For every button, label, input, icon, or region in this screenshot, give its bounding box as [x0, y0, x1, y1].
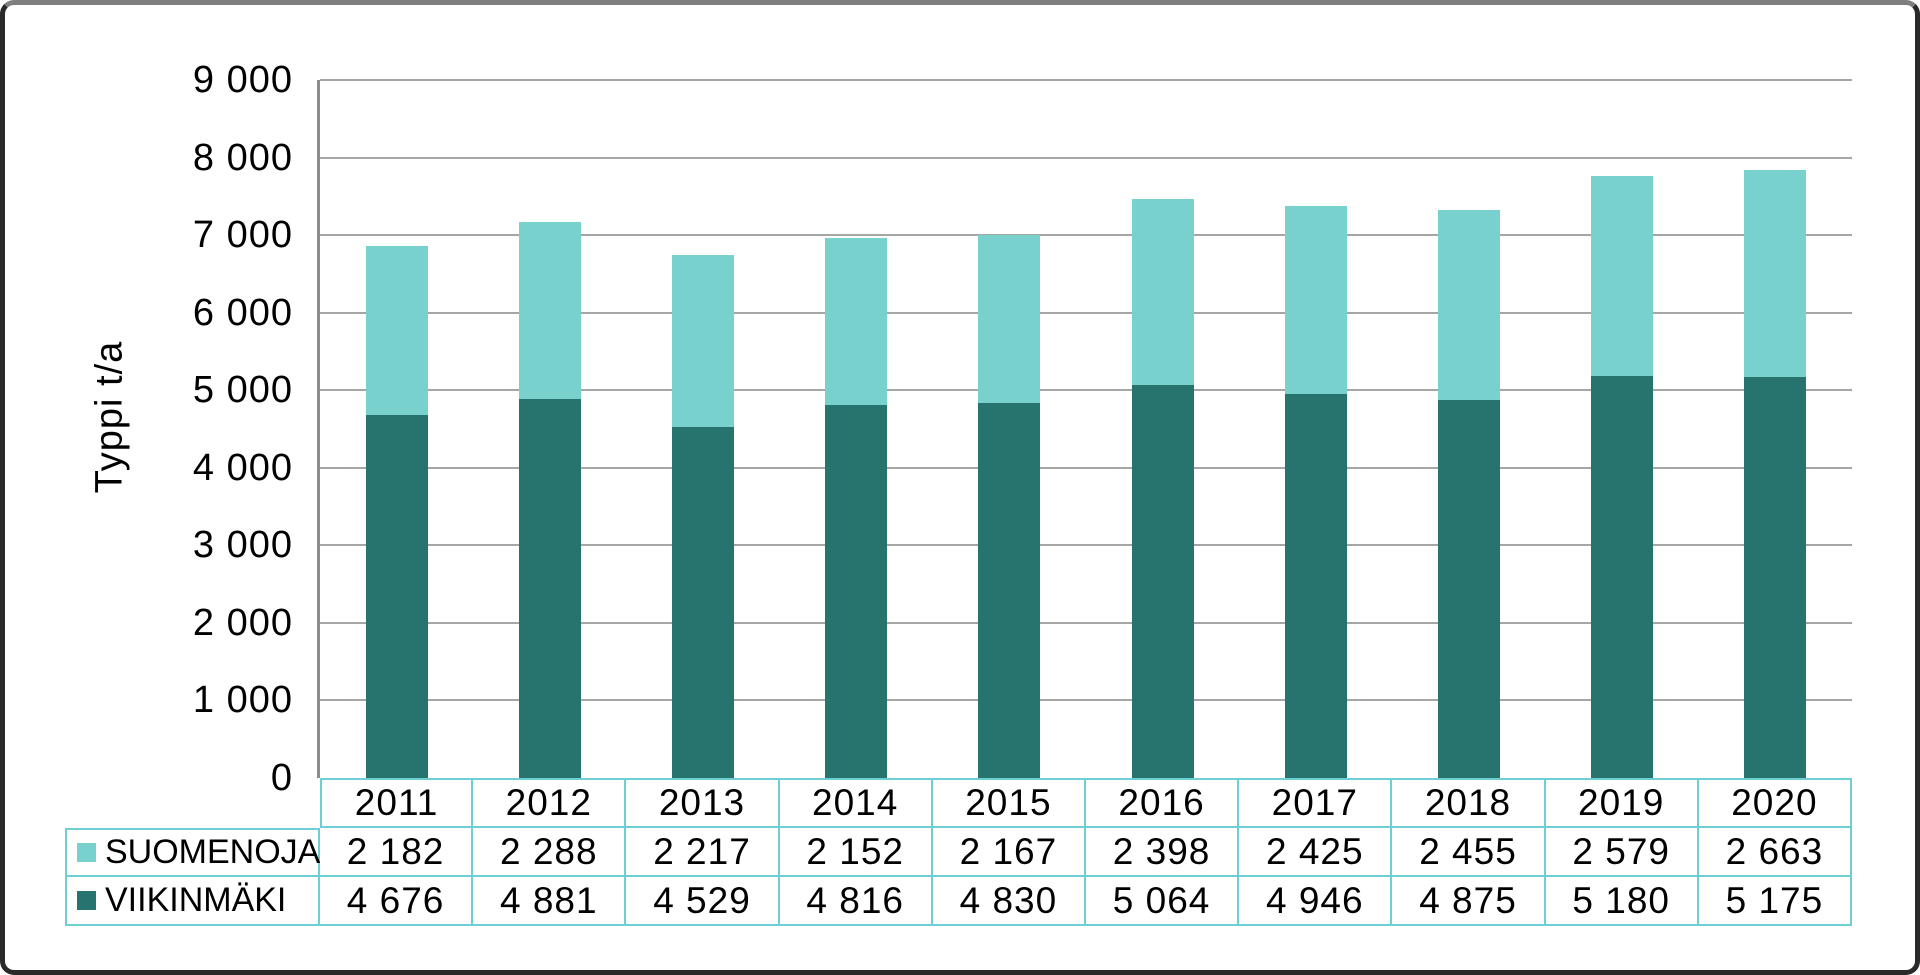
bar-segment-viikinmaki-2015 — [978, 403, 1041, 778]
value-viikinmaki-2011: 4 676 — [320, 877, 474, 926]
y-tick-label: 0 — [270, 757, 293, 799]
legend-series-name: SUOMENOJA — [105, 833, 321, 871]
year-header-2016: 2016 — [1085, 778, 1240, 828]
bar-segment-viikinmaki-2020 — [1744, 376, 1807, 778]
value-suomenoja-2020: 2 663 — [1698, 828, 1852, 877]
bar-segment-viikinmaki-2014 — [825, 404, 888, 778]
legend-suomenoja: SUOMENOJA — [65, 828, 320, 877]
value-viikinmaki-2020: 5 175 — [1698, 877, 1852, 926]
year-header-2020: 2020 — [1698, 778, 1852, 828]
y-tick-label: 2 000 — [192, 601, 293, 644]
bar-segment-suomenoja-2020 — [1744, 170, 1807, 377]
y-tick-label: 4 000 — [192, 446, 293, 489]
value-viikinmaki-2012: 4 881 — [473, 877, 627, 926]
legend-viikinmaki: VIIKINMÄKI — [65, 877, 320, 926]
legend-color-swatch-icon — [77, 891, 96, 910]
bar-segment-suomenoja-2014 — [825, 237, 888, 405]
gridline — [320, 699, 1852, 702]
bar-segment-suomenoja-2012 — [518, 222, 581, 400]
gridline — [320, 389, 1852, 392]
value-viikinmaki-2015: 4 830 — [932, 877, 1086, 926]
value-suomenoja-2016: 2 398 — [1085, 828, 1240, 877]
value-suomenoja-2014: 2 152 — [779, 828, 933, 877]
y-tick-label: 9 000 — [192, 59, 293, 101]
bar-segment-suomenoja-2013 — [672, 254, 734, 427]
year-header-2014: 2014 — [779, 778, 933, 828]
bar-segment-viikinmaki-2017 — [1284, 394, 1347, 778]
bar-segment-suomenoja-2015 — [978, 235, 1041, 404]
bar-segment-suomenoja-2011 — [365, 246, 428, 416]
value-suomenoja-2013: 2 217 — [626, 828, 780, 877]
value-viikinmaki-2019: 5 180 — [1545, 877, 1699, 926]
value-suomenoja-2015: 2 167 — [932, 828, 1086, 877]
bar-segment-viikinmaki-2018 — [1438, 399, 1500, 778]
y-tick-label: 1 000 — [192, 679, 293, 722]
gridline — [320, 79, 1852, 81]
legend-color-swatch-icon — [77, 843, 96, 862]
bar-segment-viikinmaki-2019 — [1591, 376, 1654, 778]
value-suomenoja-2018: 2 455 — [1392, 828, 1546, 877]
bar-segment-viikinmaki-2011 — [365, 415, 428, 778]
value-viikinmaki-2014: 4 816 — [779, 877, 933, 926]
gridline — [320, 621, 1852, 624]
year-header-2012: 2012 — [473, 778, 627, 828]
bar-segment-viikinmaki-2013 — [672, 426, 734, 778]
year-header-2018: 2018 — [1392, 778, 1546, 828]
plot-area — [317, 79, 1852, 778]
value-suomenoja-2017: 2 425 — [1239, 828, 1393, 877]
y-axis-line — [317, 80, 320, 778]
gridline — [320, 311, 1852, 314]
value-viikinmaki-2013: 4 529 — [626, 877, 780, 926]
y-tick-label: 6 000 — [192, 291, 293, 334]
value-viikinmaki-2018: 4 875 — [1392, 877, 1546, 926]
year-header-2017: 2017 — [1239, 778, 1393, 828]
bar-segment-suomenoja-2018 — [1438, 209, 1500, 400]
value-suomenoja-2012: 2 288 — [473, 828, 627, 877]
value-suomenoja-2019: 2 579 — [1545, 828, 1699, 877]
gridline — [320, 466, 1852, 469]
value-viikinmaki-2016: 5 064 — [1085, 877, 1240, 926]
y-tick-label: 3 000 — [192, 524, 293, 567]
bar-segment-viikinmaki-2016 — [1131, 385, 1194, 778]
bar-segment-suomenoja-2019 — [1591, 176, 1654, 377]
year-header-2015: 2015 — [932, 778, 1086, 828]
data-table: 2011 2012 2013 2014 2015 2016 2017 2018 2019 2020… — [65, 778, 1852, 926]
year-header-2011: 2011 — [320, 778, 474, 828]
gridline — [320, 234, 1852, 237]
gridline — [320, 544, 1852, 547]
table-corner-cell — [65, 778, 320, 828]
y-tick-label: 5 000 — [192, 369, 293, 412]
value-suomenoja-2011: 2 182 — [320, 828, 474, 877]
y-tick-label: 8 000 — [192, 136, 293, 179]
bar-segment-suomenoja-2017 — [1284, 206, 1347, 395]
bar-segment-suomenoja-2016 — [1131, 199, 1194, 386]
legend-series-name: VIIKINMÄKI — [105, 881, 287, 919]
year-header-2013: 2013 — [626, 778, 780, 828]
year-header-2019: 2019 — [1545, 778, 1699, 828]
value-viikinmaki-2017: 4 946 — [1239, 877, 1393, 926]
y-tick-label: 7 000 — [192, 214, 293, 257]
gridline — [320, 156, 1852, 159]
bar-segment-viikinmaki-2012 — [518, 399, 581, 778]
